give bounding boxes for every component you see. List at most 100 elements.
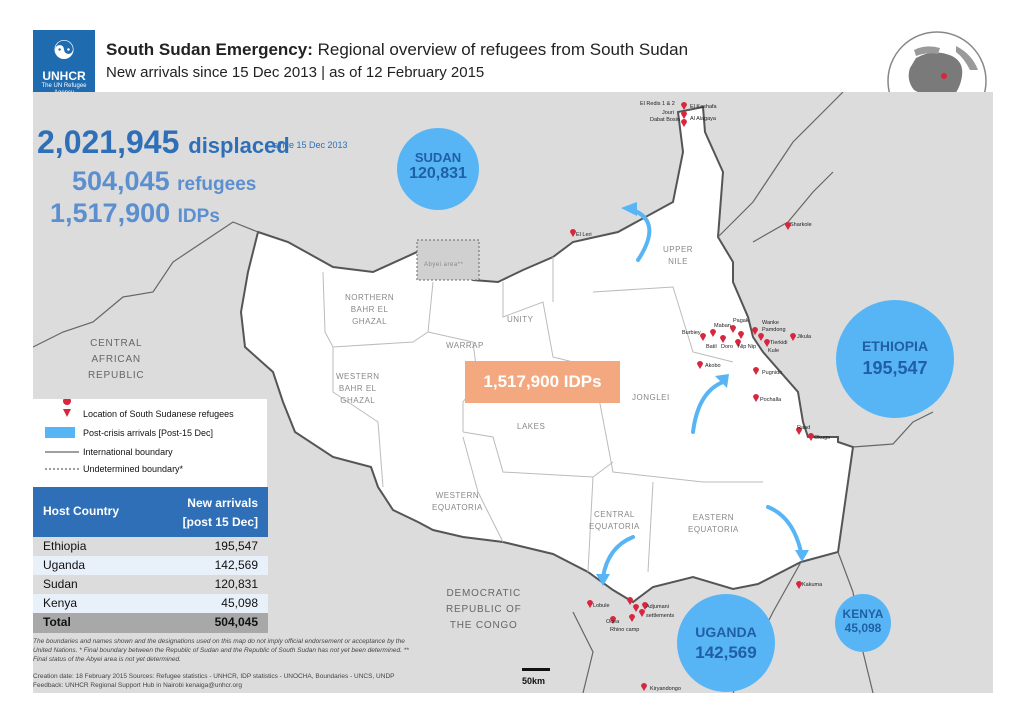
- bubble-ethiopia: ETHIOPIA 195,547: [836, 300, 954, 418]
- site-label: Dabat Bosin: [650, 117, 680, 123]
- site-label: Pamdong: [762, 327, 786, 333]
- credit-line: Creation date: 18 February 2015 Sources:…: [33, 673, 395, 689]
- refugee-location-marker: [785, 222, 791, 230]
- region-abyei: Abyei area**: [424, 262, 464, 268]
- site-label: El Kashafa: [690, 104, 717, 110]
- page-subtitle: New arrivals since 15 Dec 2013 | as of 1…: [106, 64, 485, 81]
- site-label: Akobo: [705, 363, 721, 369]
- region-unity: UNITY: [507, 315, 534, 324]
- refugee-location-marker: [796, 581, 802, 589]
- legend-location: Location of South Sudanese refugees: [83, 409, 234, 419]
- refugee-location-marker: [710, 329, 716, 337]
- since-note: since 15 Dec 2013: [273, 140, 348, 150]
- site-label: Burbiey: [682, 330, 701, 336]
- unhcr-logo: ☯ UNHCR The UN Refugee Agency: [33, 30, 95, 101]
- refugee-location-marker: [735, 339, 741, 347]
- refugee-location-marker: [570, 229, 576, 237]
- site-label: Doro: [721, 344, 733, 350]
- refugee-location-marker: [639, 609, 645, 617]
- table-total-row: Total 504,045: [33, 613, 268, 633]
- bubble-uganda: UGANDA 142,569: [677, 594, 775, 692]
- refugee-location-marker: [730, 325, 736, 333]
- region-northern-bahr: NORTHERN BAHR EL GHAZAL: [345, 293, 395, 326]
- refugee-location-marker: [629, 614, 635, 622]
- refugee-location-marker: [641, 683, 647, 691]
- site-label: Okugo: [814, 435, 831, 441]
- page-title: South Sudan Emergency: Regional overview…: [106, 40, 689, 59]
- site-label: Jikula: [797, 334, 812, 340]
- legend: Location of South Sudanese refugees Post…: [33, 399, 267, 487]
- disclaimer: The boundaries and names shown and the d…: [33, 638, 409, 663]
- idps-stat: 1,517,900 IDPs: [50, 198, 220, 229]
- region-warrap: WARRAP: [446, 341, 484, 350]
- legend-undetermined: Undetermined boundary*: [83, 464, 184, 474]
- refugees-stat: 504,045 refugees: [72, 166, 256, 197]
- site-label: Pugnido: [762, 370, 783, 376]
- refugee-location-marker: [720, 335, 726, 343]
- site-label: Tierkidi: [770, 340, 788, 346]
- refugee-location-marker: [700, 333, 706, 341]
- refugees-label: refugees: [177, 174, 257, 195]
- legend-post-crisis: Post-crisis arrivals [Post-15 Dec]: [83, 428, 214, 438]
- site-label: El Redis 1 & 2: [640, 101, 675, 107]
- country-drc: DEMOCRATIC REPUBLIC OF THE CONGO: [446, 588, 522, 631]
- site-label: Nip Nip: [738, 344, 757, 350]
- refugee-location-marker: [642, 602, 648, 610]
- site-label: Sharkole: [790, 222, 812, 228]
- site-label: El Leri: [576, 232, 592, 238]
- idp-box: 1,517,900 IDPs: [465, 361, 620, 403]
- refugee-location-marker: [764, 339, 770, 347]
- refugee-location-marker: [808, 433, 814, 441]
- table-row: Uganda 142,569: [33, 556, 268, 575]
- region-eastern-equatoria: EASTERN EQUATORIA: [688, 513, 739, 534]
- site-label: Wanke: [762, 320, 779, 326]
- site-label: Ocea: [606, 619, 620, 625]
- site-label: Adjumani settlements: [646, 604, 675, 619]
- site-label: Rhino camp: [610, 627, 640, 633]
- site-label: Jouri: [662, 110, 674, 116]
- refugee-location-marker: [752, 327, 758, 335]
- refugee-location-marker: [681, 119, 687, 127]
- displaced-value: 2,021,945: [37, 124, 180, 160]
- displaced-label: displaced: [188, 133, 290, 158]
- site-label: Kule: [768, 348, 780, 354]
- refugee-location-marker: [627, 597, 633, 605]
- scale-bar: 50km: [522, 668, 550, 686]
- idps-label: IDPs: [177, 206, 220, 227]
- refugee-location-marker: [758, 333, 764, 341]
- region-jonglei: JONGLEI: [632, 393, 670, 402]
- region-lakes: LAKES: [517, 422, 546, 431]
- region-western-bahr: WESTERN BAHR EL GHAZAL: [336, 372, 380, 405]
- site-label: Kiryandongo: [650, 686, 681, 692]
- site-label: Maban: [714, 323, 731, 329]
- unhcr-emblem-icon: ☯: [52, 35, 76, 65]
- country-car: CENTRAL AFRICAN REPUBLIC: [88, 338, 145, 381]
- legend-intl-boundary: International boundary: [83, 447, 173, 457]
- refugee-location-marker: [681, 102, 687, 110]
- refugee-location-marker: [587, 600, 593, 608]
- col-new-arrivals: New arrivals [post 15 Dec]: [182, 496, 258, 529]
- idps-value: 1,517,900: [50, 198, 171, 228]
- site-label: Kakuma: [802, 582, 823, 588]
- table-header: Host Country New arrivals [post 15 Dec]: [33, 487, 268, 537]
- table-row: Kenya 45,098: [33, 594, 268, 613]
- refugee-location-marker: [633, 604, 639, 612]
- site-label: Raad: [797, 425, 811, 431]
- site-label: Pochalla: [760, 397, 782, 403]
- site-label: Pagak: [733, 318, 749, 324]
- region-western-equatoria: WESTERN EQUATORIA: [432, 491, 483, 512]
- site-label: Lobule: [593, 603, 610, 609]
- table-row: Ethiopia 195,547: [43, 539, 258, 553]
- logo-name: UNHCR: [42, 69, 86, 83]
- refugee-location-marker: [753, 367, 759, 375]
- table-row: Sudan 120,831: [43, 577, 258, 591]
- site-label: Batil: [706, 344, 717, 350]
- refugee-location-marker: [681, 111, 687, 119]
- col-host-country: Host Country: [43, 504, 119, 518]
- refugee-location-marker: [796, 427, 802, 435]
- refugee-location-marker: [738, 331, 744, 339]
- region-central-equatoria: CENTRAL EQUATORIA: [589, 510, 640, 531]
- refugee-location-marker: [610, 616, 616, 624]
- refugee-location-marker: [753, 394, 759, 402]
- refugees-value: 504,045: [72, 166, 170, 196]
